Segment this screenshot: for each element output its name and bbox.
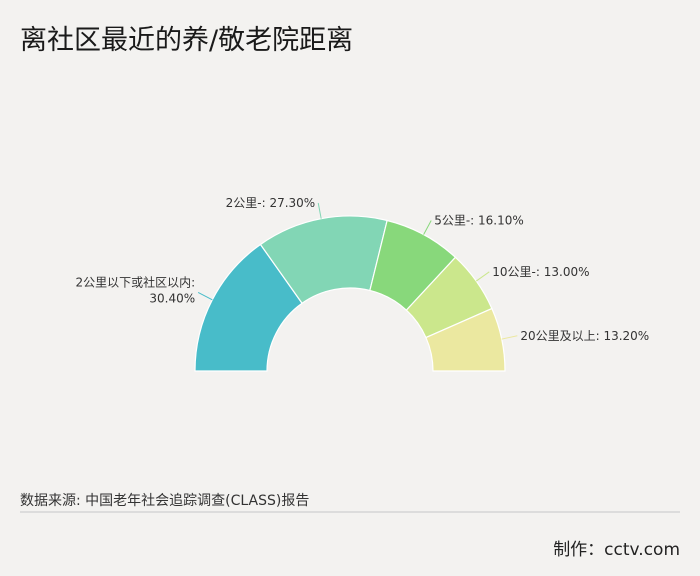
data-source: 数据来源: 中国老年社会追踪调查(CLASS)报告 xyxy=(20,493,310,509)
slice-label-3: 10公里-: 13.00% xyxy=(492,265,589,279)
leader-line-3 xyxy=(475,271,490,282)
divider xyxy=(20,511,680,513)
leader-line-0 xyxy=(197,291,213,301)
slice-label-0: 2公里以下或社区以内: 30.40% xyxy=(75,274,195,305)
slice-4[interactable] xyxy=(425,307,506,372)
slice-label-4: 20公里及以上: 13.20% xyxy=(520,329,649,343)
slice-label-2: 5公里-: 16.10% xyxy=(434,214,524,228)
leader-line-4 xyxy=(501,335,518,340)
leader-line-1 xyxy=(317,202,322,219)
chart-title: 离社区最近的养/敬老院距离 xyxy=(20,25,354,56)
slice-label-1: 2公里-: 27.30% xyxy=(226,196,316,210)
credit: 制作：cctv.com xyxy=(553,540,680,560)
leader-line-2 xyxy=(423,220,432,235)
